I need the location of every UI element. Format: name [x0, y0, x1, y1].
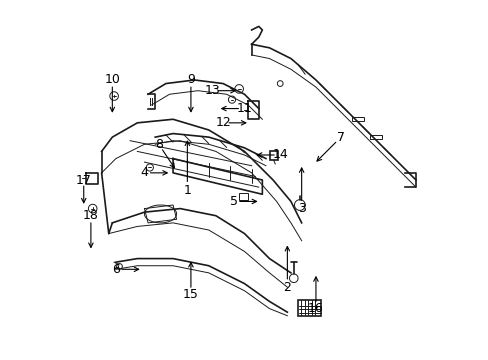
Text: 10: 10	[104, 73, 120, 86]
Text: 17: 17	[76, 174, 91, 186]
Text: 5: 5	[229, 195, 237, 208]
Text: 11: 11	[236, 102, 252, 115]
Text: 6: 6	[112, 263, 120, 276]
Text: 7: 7	[336, 131, 344, 144]
Bar	[351, 117, 364, 121]
Text: 1: 1	[183, 184, 191, 197]
Text: 14: 14	[272, 148, 287, 162]
Text: 3: 3	[297, 202, 305, 215]
Text: 15: 15	[183, 288, 199, 301]
Text: 18: 18	[83, 209, 99, 222]
Text: 4: 4	[140, 166, 148, 179]
Bar	[269, 152, 278, 160]
Bar	[369, 135, 381, 139]
Text: 8: 8	[154, 138, 163, 151]
Text: 2: 2	[283, 281, 291, 294]
Text: 16: 16	[307, 302, 323, 315]
Bar	[298, 300, 321, 316]
Bar	[239, 193, 247, 200]
Text: 13: 13	[204, 84, 220, 97]
Text: 12: 12	[215, 116, 230, 129]
Text: 9: 9	[186, 73, 194, 86]
